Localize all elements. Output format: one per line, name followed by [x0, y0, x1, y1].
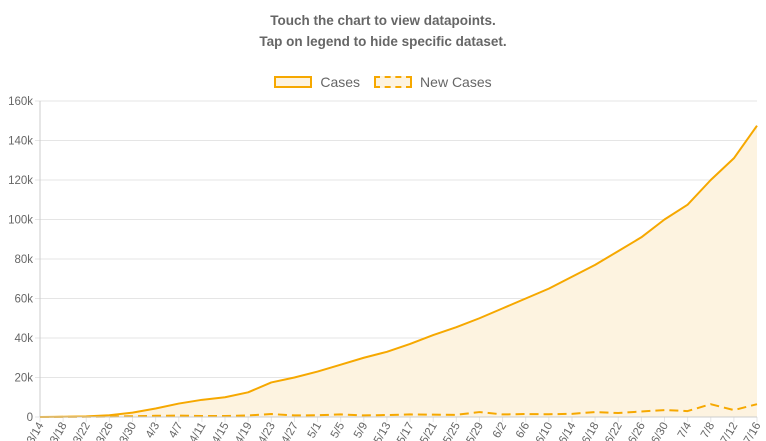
- x-tick-label: 5/9: [352, 421, 370, 441]
- x-tick-label: 6/26: [626, 421, 648, 441]
- y-tick-label: 40k: [14, 333, 33, 345]
- x-tick-label: 6/14: [557, 420, 579, 441]
- y-tick-label: 100k: [8, 215, 33, 227]
- y-tick-label: 120k: [8, 175, 33, 187]
- x-tick-label: 4/23: [256, 421, 278, 441]
- x-tick-label: 4/19: [233, 421, 255, 441]
- legend-swatch-new-cases: [374, 76, 413, 88]
- x-tick-label: 6/30: [649, 421, 671, 441]
- legend-label-new-cases: New Cases: [420, 74, 492, 90]
- legend-item-new-cases[interactable]: New Cases: [374, 74, 492, 90]
- x-tick-label: 4/27: [279, 421, 301, 441]
- x-tick-label: 7/4: [676, 420, 695, 440]
- x-tick-label: 5/13: [372, 421, 394, 441]
- x-tick-label: 4/7: [167, 421, 185, 441]
- y-tick-label: 160k: [8, 96, 33, 108]
- x-tick-label: 5/25: [441, 421, 463, 441]
- legend-label-cases: Cases: [320, 74, 361, 90]
- series-line-cases: [39, 125, 758, 418]
- x-tick-label: 5/29: [464, 421, 486, 441]
- x-tick-label: 6/22: [603, 421, 625, 441]
- chart-legend: Cases New Cases: [0, 74, 766, 90]
- x-tick-label: 7/16: [742, 421, 764, 441]
- x-tick-label: 6/10: [534, 421, 556, 441]
- x-tick-label: 6/6: [514, 421, 532, 441]
- x-tick-label: 4/3: [144, 421, 162, 441]
- y-tick-label: 80k: [14, 254, 33, 266]
- y-tick-label: 0: [27, 412, 33, 424]
- y-tick-label: 140k: [8, 136, 33, 148]
- x-tick-label: 7/12: [719, 421, 741, 441]
- x-tick-label: 5/5: [329, 421, 347, 441]
- x-tick-label: 5/21: [418, 421, 440, 441]
- series-line-new-cases: [39, 403, 758, 418]
- x-tick-label: 5/17: [395, 421, 417, 441]
- x-tick-label: 6/18: [580, 421, 602, 441]
- legend-item-cases[interactable]: Cases: [274, 74, 360, 90]
- y-tick-label: 60k: [14, 294, 33, 306]
- legend-swatch-cases: [274, 76, 313, 88]
- x-tick-label: 3/30: [118, 421, 140, 441]
- x-tick-label: 4/15: [210, 421, 232, 441]
- instruction-line-2: Tap on legend to hide specific dataset.: [259, 34, 507, 49]
- x-tick-label: 4/11: [187, 421, 208, 441]
- chart-instructions: Touch the chart to view datapoints. Tap …: [0, 0, 766, 52]
- x-tick-label: 5/1: [306, 421, 324, 441]
- x-tick-label: 3/22: [71, 421, 93, 441]
- x-tick-label: 7/8: [699, 421, 717, 441]
- instruction-line-1: Touch the chart to view datapoints.: [270, 13, 496, 28]
- x-tick-label: 3/18: [48, 421, 70, 441]
- x-tick-label: 6/2: [491, 421, 509, 441]
- x-tick-label: 3/26: [94, 421, 116, 441]
- series-area-cases: [40, 125, 757, 417]
- y-tick-label: 20k: [14, 373, 33, 385]
